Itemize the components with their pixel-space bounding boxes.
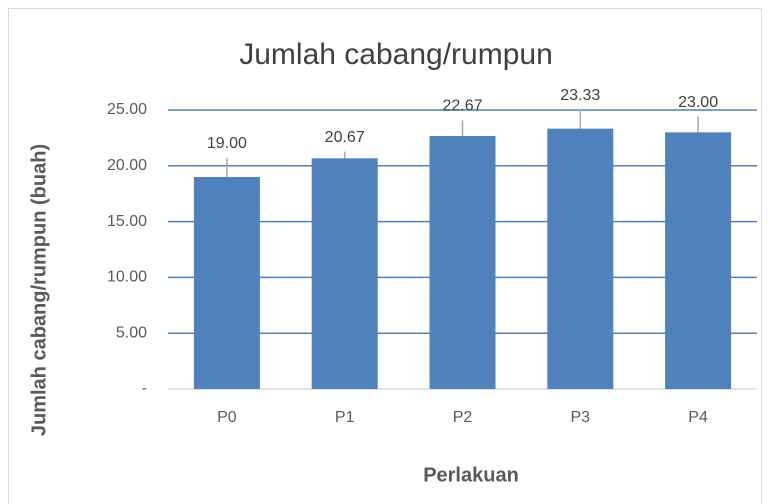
x-axis-title: Perlakuan	[423, 464, 519, 486]
x-tick-label: P3	[571, 409, 591, 426]
bar	[547, 128, 614, 389]
y-tick-label: 10.00	[107, 269, 147, 286]
y-tick-label: 15.00	[107, 213, 147, 230]
value-label: 23.00	[678, 94, 718, 111]
bar	[665, 132, 732, 389]
x-tick-label: P4	[688, 409, 708, 426]
chart-frame	[8, 8, 762, 504]
chart-title: Jumlah cabang/rumpun	[239, 38, 553, 71]
y-tick-label: 25.00	[107, 101, 147, 118]
y-tick-label: 20.00	[107, 157, 147, 174]
x-tick-label: P2	[453, 409, 473, 426]
x-tick-label: P0	[217, 409, 237, 426]
value-label: 19.00	[207, 135, 247, 152]
y-tick-label: -	[142, 380, 147, 397]
value-label: 22.67	[442, 98, 482, 115]
bar	[193, 176, 260, 389]
y-axis-title: Jumlah cabang/rumpun (buah)	[28, 144, 50, 436]
x-tick-label: P1	[335, 409, 355, 426]
bar	[429, 136, 496, 389]
value-label: 23.33	[560, 87, 600, 104]
value-label: 20.67	[325, 129, 365, 146]
y-tick-label: 5.00	[116, 324, 147, 341]
bar	[311, 158, 378, 389]
